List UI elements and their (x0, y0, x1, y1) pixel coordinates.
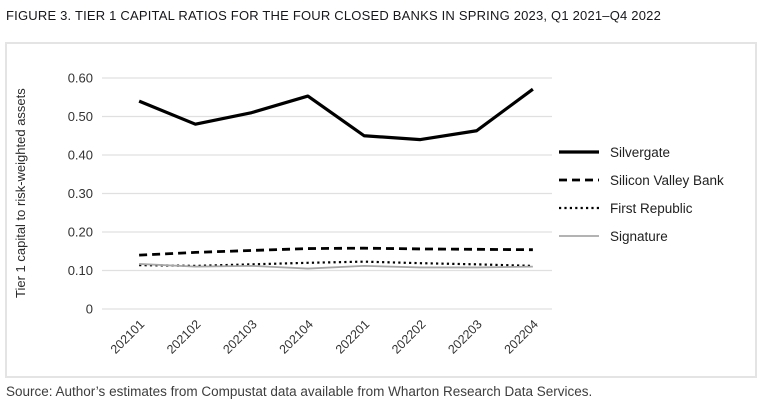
svg-text:0.60: 0.60 (68, 71, 93, 86)
svg-text:202102: 202102 (164, 317, 203, 356)
svg-text:202202: 202202 (389, 317, 428, 356)
legend-label: Signature (610, 228, 668, 244)
svg-text:202101: 202101 (108, 317, 147, 356)
svg-text:202204: 202204 (502, 317, 541, 356)
figure-frame: Tier 1 capital to risk-weighted assets 0… (5, 42, 757, 378)
figure-source-note: Source: Author’s estimates from Compusta… (6, 384, 593, 399)
svg-text:0.10: 0.10 (68, 263, 93, 278)
legend-label: First Republic (610, 200, 693, 216)
svg-text:202104: 202104 (277, 317, 316, 356)
svg-text:202103: 202103 (220, 317, 259, 356)
chart-legend: Silvergate Silicon Valley Bank First Rep… (559, 143, 724, 245)
capital-ratios-line-chart: 0 0.10 0.20 0.30 0.40 0.50 0.60 202101 202102 202… (68, 71, 552, 357)
silvergate-line-swatch (559, 150, 599, 154)
legend-item-signature: Signature (559, 227, 724, 245)
first-republic-line-swatch (559, 206, 599, 210)
svg-text:202203: 202203 (445, 317, 484, 356)
figure-title: FIGURE 3. TIER 1 CAPITAL RATIOS FOR THE … (6, 8, 662, 23)
legend-label: Silvergate (610, 144, 671, 160)
silicon-valley-bank-line-swatch (559, 178, 599, 182)
svg-text:0.50: 0.50 (68, 109, 93, 124)
svg-text:202201: 202201 (333, 317, 372, 356)
legend-item-silvergate: Silvergate (559, 143, 724, 161)
signature-line-swatch (559, 235, 599, 237)
svg-text:0.40: 0.40 (68, 148, 93, 163)
svg-text:0.30: 0.30 (68, 186, 93, 201)
svg-text:0: 0 (86, 302, 93, 317)
legend-item-silicon-valley-bank: Silicon Valley Bank (559, 171, 724, 189)
legend-label: Silicon Valley Bank (610, 172, 724, 188)
legend-item-first-republic: First Republic (559, 199, 724, 217)
svg-text:0.20: 0.20 (68, 225, 93, 240)
